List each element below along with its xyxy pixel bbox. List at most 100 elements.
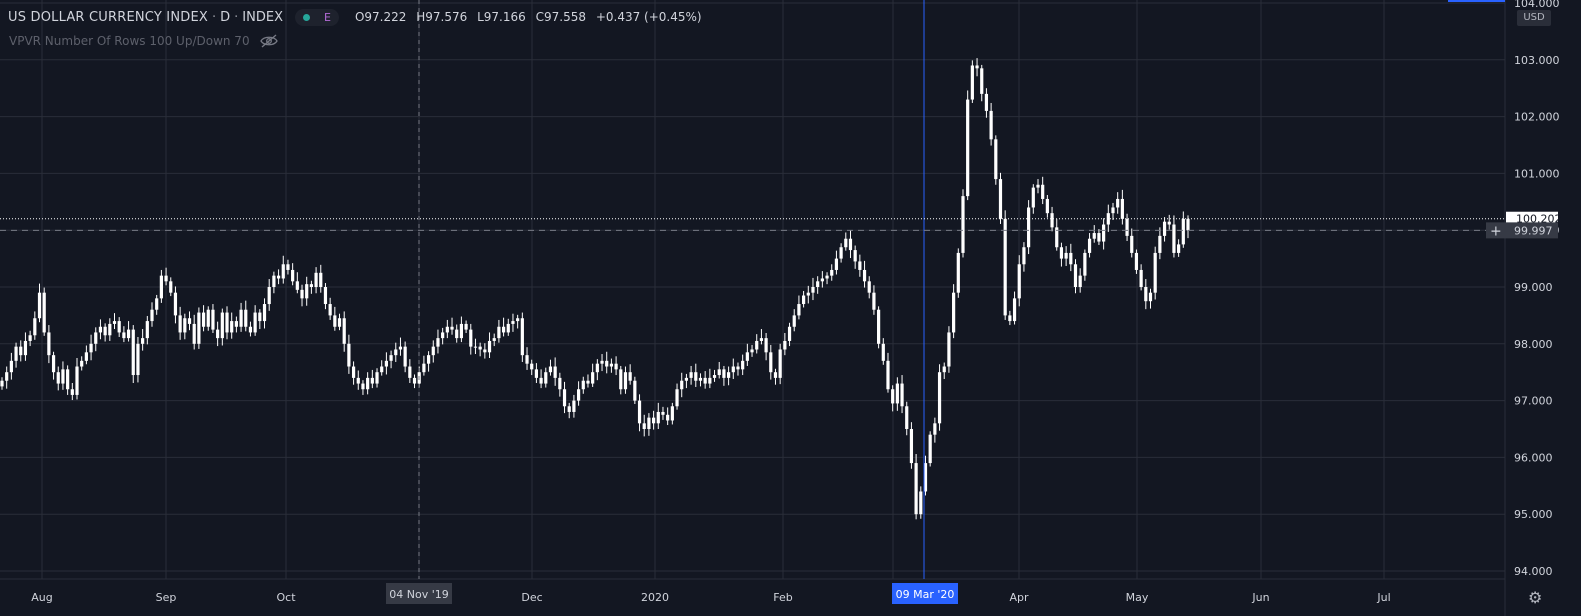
candle-body [122, 332, 126, 339]
candle-body [1097, 233, 1101, 242]
candle-body [741, 360, 745, 370]
candle-body [980, 68, 984, 94]
ohlc-values: O97.222 H97.576 L97.166 C97.558 +0.437 (… [355, 10, 702, 24]
candle-body [305, 284, 309, 299]
indicator-label[interactable]: VPVR Number Of Rows 100 Up/Down 70 [9, 34, 250, 48]
candle-body [581, 380, 585, 390]
candle-body [909, 429, 914, 464]
candle-body [291, 269, 295, 282]
candle-body [1139, 269, 1143, 287]
candle-body [759, 338, 764, 341]
candle-body [1092, 233, 1096, 239]
candle-body [647, 417, 651, 429]
candle-body [248, 326, 253, 333]
candle-body [1111, 207, 1115, 214]
candle-body [220, 312, 224, 339]
candle-body [389, 355, 393, 361]
candle-body [666, 414, 670, 421]
candle-body [975, 65, 979, 69]
candle-body [1116, 198, 1120, 208]
time-tick-label: May [1126, 591, 1149, 604]
candle-body [192, 323, 196, 344]
candle-body [844, 238, 848, 248]
market-status-pill[interactable]: E [295, 8, 339, 26]
symbol-title[interactable]: US DOLLAR CURRENCY INDEX [8, 9, 208, 25]
candle-body [750, 349, 754, 353]
candle-body [450, 326, 454, 330]
candle-body [792, 315, 796, 327]
candle-body [281, 264, 285, 279]
candle-body [51, 355, 56, 373]
candle-body [211, 309, 215, 330]
candle-body [14, 346, 18, 361]
candle-body [253, 312, 257, 333]
candle-body [937, 372, 942, 424]
candle-body [802, 295, 806, 305]
candle-body [84, 352, 88, 361]
close-value: 97.558 [544, 10, 586, 24]
candle-body [1041, 184, 1045, 199]
currency-label[interactable]: USD [1517, 10, 1551, 26]
candle-body [553, 366, 557, 378]
low-value: 97.166 [483, 10, 526, 24]
candle-body [516, 318, 520, 322]
candle-body [989, 110, 993, 140]
time-tick-label: Jun [1251, 591, 1269, 604]
candle-body [1148, 292, 1153, 302]
candle-body [155, 298, 159, 310]
candle-body [525, 355, 529, 364]
candle-body [131, 329, 135, 376]
candle-body [1167, 221, 1171, 225]
candle-body [206, 309, 210, 327]
indicator-legend[interactable]: VPVR Number Of Rows 100 Up/Down 70 [9, 34, 278, 48]
candle-body [19, 346, 23, 356]
candle-body [351, 366, 356, 378]
candle-body [853, 250, 857, 262]
time-tick-label: Aug [31, 591, 52, 604]
interval-label[interactable]: D [220, 9, 231, 25]
candle-body [947, 332, 951, 367]
candle-body [37, 292, 42, 319]
candle-body [216, 329, 220, 339]
candle-body [919, 491, 923, 515]
candle-body [80, 360, 84, 367]
candle-body [511, 321, 515, 324]
candle-body [1125, 218, 1129, 236]
candle-body [0, 380, 4, 387]
candle-body [319, 272, 323, 287]
candle-body [825, 275, 829, 279]
candle-body [736, 366, 740, 370]
candle-body [441, 332, 445, 339]
candle-body [459, 323, 463, 339]
candle-body [703, 377, 707, 384]
candle-body [998, 179, 1003, 219]
candle-body [694, 372, 698, 381]
candle-body [1106, 213, 1110, 225]
crosshair-price-label: 99.997 [1514, 224, 1553, 237]
candle-body [576, 389, 581, 401]
price-axis-labels: 94.00095.00096.00097.00098.00099.000100.… [1514, 0, 1560, 578]
candle-body [342, 318, 346, 344]
candle-body [314, 272, 318, 287]
candle-body [89, 343, 93, 353]
candle-body [136, 343, 140, 376]
add-alert-plus-icon[interactable]: + [1490, 223, 1502, 239]
candle-body [900, 383, 904, 407]
vertical-marker-date-label: 04 Nov '19 [389, 588, 448, 601]
candle-body [567, 406, 571, 412]
candle-body [520, 318, 524, 356]
candle-body [642, 423, 646, 429]
candle-body [141, 338, 145, 344]
candle-body [895, 383, 899, 404]
exchange-label: INDEX [242, 9, 283, 25]
candle-body [562, 389, 567, 407]
eye-hidden-icon[interactable] [259, 34, 278, 48]
gear-icon[interactable]: ⚙ [1528, 588, 1543, 607]
candle-body [42, 292, 46, 333]
candle-body [394, 349, 398, 356]
candle-body [797, 304, 801, 316]
candle-body [586, 380, 590, 384]
candle-body [637, 400, 642, 424]
candle-body [966, 99, 970, 197]
